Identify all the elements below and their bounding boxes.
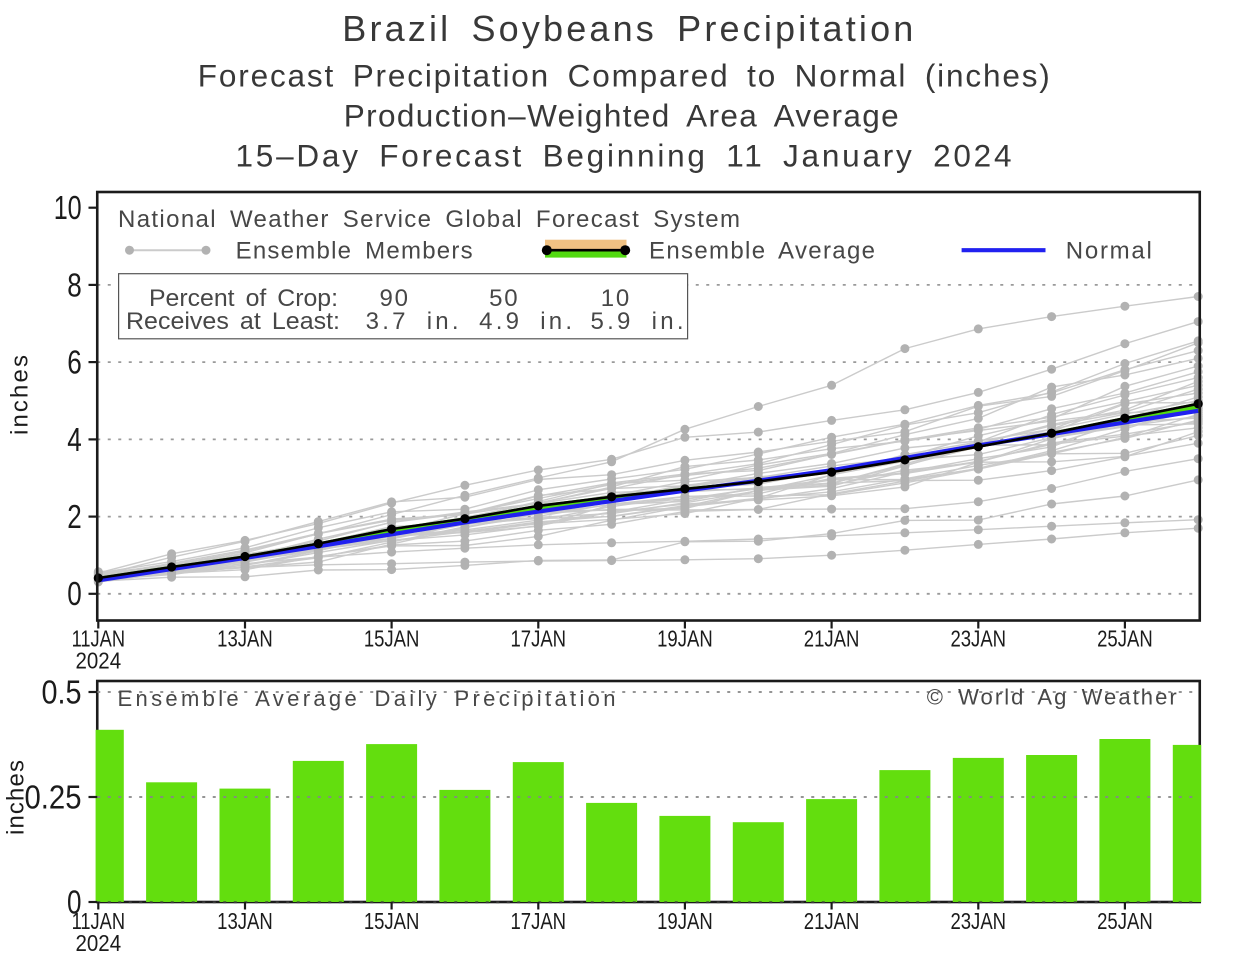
svg-text:0: 0 [67,883,82,920]
svg-text:Ensemble Members: Ensemble Members [236,238,473,265]
svg-text:Forecast Precipitation Compare: Forecast Precipitation Compared to Norma… [198,58,1050,94]
svg-text:15JAN: 15JAN [364,908,420,934]
svg-text:0.5: 0.5 [42,673,82,710]
svg-text:© World Ag Weather: © World Ag Weather [927,684,1177,709]
svg-text:Normal: Normal [1066,238,1152,265]
svg-text:Ensemble Average: Ensemble Average [649,238,875,265]
svg-text:Ensemble Average Daily Precipi: Ensemble Average Daily Precipitation [118,686,616,711]
svg-text:21JAN: 21JAN [804,908,860,934]
svg-text:10: 10 [601,285,630,312]
svg-text:90: 90 [379,285,408,312]
svg-text:Production–Weighted Area Avera: Production–Weighted Area Average [344,98,899,134]
svg-text:25JAN: 25JAN [1097,626,1153,652]
svg-text:6: 6 [67,344,82,381]
svg-text:National Weather Service Globa: National Weather Service Global Forecast… [118,206,740,233]
svg-text:19JAN: 19JAN [657,908,713,934]
svg-text:2024: 2024 [76,930,122,956]
svg-text:0.25: 0.25 [25,778,82,815]
svg-text:19JAN: 19JAN [657,626,713,652]
svg-text:23JAN: 23JAN [950,908,1006,934]
svg-text:inches: inches [7,355,34,435]
svg-text:25JAN: 25JAN [1097,908,1153,934]
svg-text:10: 10 [54,189,82,226]
svg-text:0: 0 [67,575,82,612]
svg-text:inches: inches [3,760,30,835]
svg-text:17JAN: 17JAN [510,908,566,934]
svg-text:8: 8 [67,266,82,303]
svg-text:2: 2 [67,498,82,535]
svg-text:50: 50 [489,285,518,312]
svg-text:13JAN: 13JAN [217,908,273,934]
svg-text:17JAN: 17JAN [510,626,566,652]
svg-text:4: 4 [67,421,82,458]
svg-text:11JAN: 11JAN [72,626,125,652]
svg-text:11JAN: 11JAN [72,908,125,934]
svg-text:Receives at Least:: Receives at Least: [126,308,340,335]
svg-text:13JAN: 13JAN [217,626,273,652]
svg-text:21JAN: 21JAN [804,626,860,652]
svg-text:23JAN: 23JAN [950,626,1006,652]
svg-text:15–Day Forecast Beginning 11 J: 15–Day Forecast Beginning 11 January 202… [236,138,1012,174]
svg-text:15JAN: 15JAN [364,626,420,652]
svg-text:Percent of Crop:: Percent of Crop: [149,285,338,312]
svg-text:2024: 2024 [76,648,122,674]
